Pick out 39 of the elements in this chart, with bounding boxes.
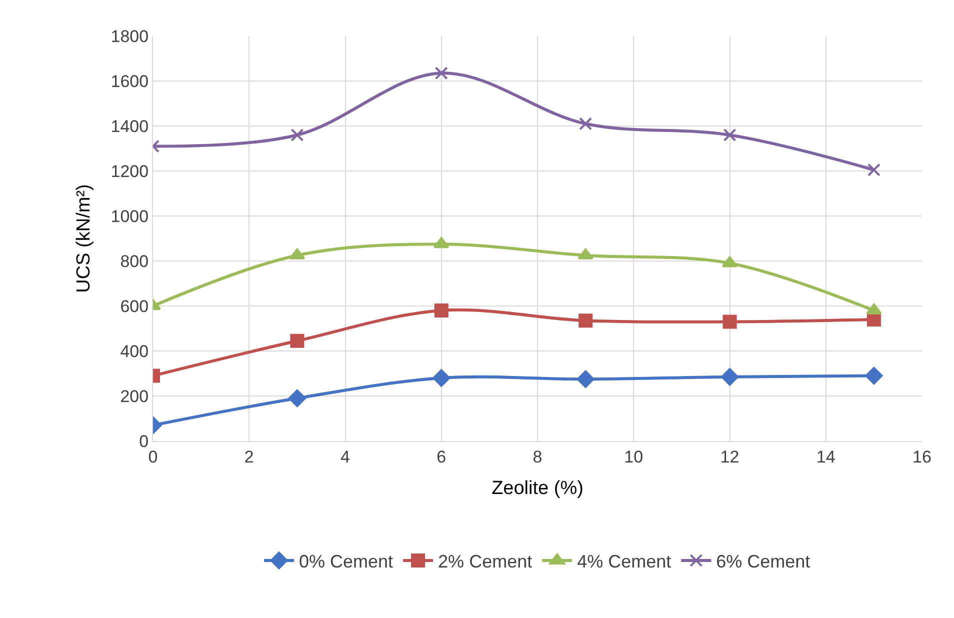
legend-label: 2% Cement [438, 551, 532, 572]
point [720, 368, 739, 386]
y-tick-label: 1200 [110, 162, 149, 181]
x-tick-label: 10 [624, 447, 644, 466]
x-tick-label: 8 [532, 447, 542, 466]
x-tick-label: 12 [720, 447, 740, 466]
y-axis-title: UCS (kN/m²) [74, 184, 95, 293]
legend-label: 6% Cement [716, 551, 810, 572]
point [290, 334, 304, 348]
y-tick-label: 400 [120, 342, 149, 361]
x-tick-label: 4 [340, 447, 350, 466]
point [579, 117, 592, 130]
y-tick-label: 200 [120, 386, 149, 406]
x-tick-label: 14 [816, 447, 836, 466]
y-tick-label: 1400 [110, 116, 149, 136]
x-tick-label: 6 [436, 447, 446, 466]
point [434, 304, 448, 318]
legend-label: 4% Cement [577, 551, 672, 572]
x-axis-title: Zeolite (%) [492, 478, 584, 500]
x-tick-label: 16 [912, 447, 932, 466]
y-tick-label: 800 [120, 252, 149, 271]
point [290, 128, 304, 142]
y-tick-label: 1600 [110, 72, 149, 91]
legend-label: 0% Cement [299, 551, 394, 572]
point [432, 369, 450, 387]
point [288, 389, 306, 408]
y-tick-label: 600 [120, 296, 149, 316]
x-tick-label: 2 [244, 447, 254, 466]
point [578, 248, 594, 260]
y-tick-label: 0 [139, 432, 149, 451]
point [867, 163, 880, 176]
point [578, 314, 593, 328]
y-tick-label: 1000 [110, 206, 149, 226]
point [865, 366, 883, 385]
point [576, 370, 594, 388]
point [434, 66, 448, 80]
point [723, 128, 736, 142]
y-tick-label: 1800 [110, 26, 149, 46]
point [722, 314, 737, 329]
